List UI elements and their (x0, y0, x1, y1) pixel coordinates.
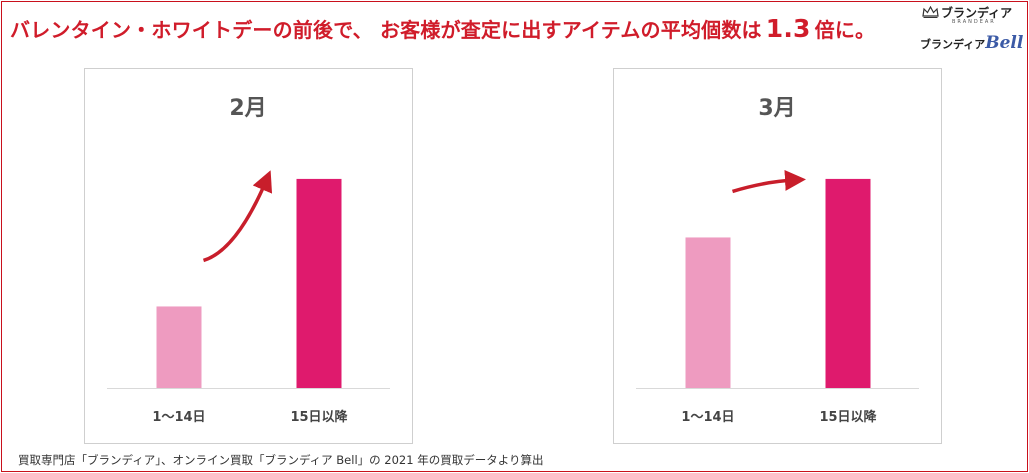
bell-logo-word: Bell (985, 33, 1024, 53)
bar-2 (296, 178, 342, 388)
bar-2 (825, 178, 871, 388)
bar-1 (156, 306, 202, 388)
footnote: 買取専門店「ブランディア」、オンライン買取「ブランディア Bell」の 2021… (18, 453, 544, 467)
brandear-logo: ブランディア BRANDEAR (922, 3, 1022, 31)
chart-february: 2月 1〜14日 15日以降 (107, 96, 390, 425)
headline-ratio: 1.3 (765, 14, 811, 43)
brandear-logo-sub: BRANDEAR (952, 19, 996, 25)
chart-title: 3月 (758, 96, 795, 121)
chart-march: 3月 1〜14日 15日以降 (636, 96, 919, 425)
chart-panel-february: 2月 1〜14日 15日以降 (84, 68, 413, 444)
chart-panel-march: 3月 1〜14日 15日以降 (613, 68, 942, 444)
brandear-logo-name: ブランディア (941, 6, 1013, 20)
bar-1 (685, 237, 731, 388)
x-tick-label: 1〜14日 (681, 410, 734, 425)
bell-logo-kana: ブランディア (920, 38, 986, 51)
headline-text: バレンタイン・ホワイトデーの前後で、 お客様が査定に出すアイテムの平均個数は (10, 18, 762, 42)
x-tick-label: 15日以降 (290, 409, 348, 425)
headline-suffix: 倍に。 (814, 18, 876, 42)
trend-arrow (731, 169, 806, 194)
headline: バレンタイン・ホワイトデーの前後で、 お客様が査定に出すアイテムの平均個数は 1.… (10, 14, 875, 43)
x-tick-label: 15日以降 (819, 409, 877, 425)
brandear-bell-logo: ブランディアBell (920, 33, 1023, 53)
trend-arrow (202, 170, 273, 263)
x-tick-label: 1〜14日 (152, 410, 205, 425)
crown-icon (922, 6, 939, 18)
chart-title: 2月 (229, 96, 266, 121)
